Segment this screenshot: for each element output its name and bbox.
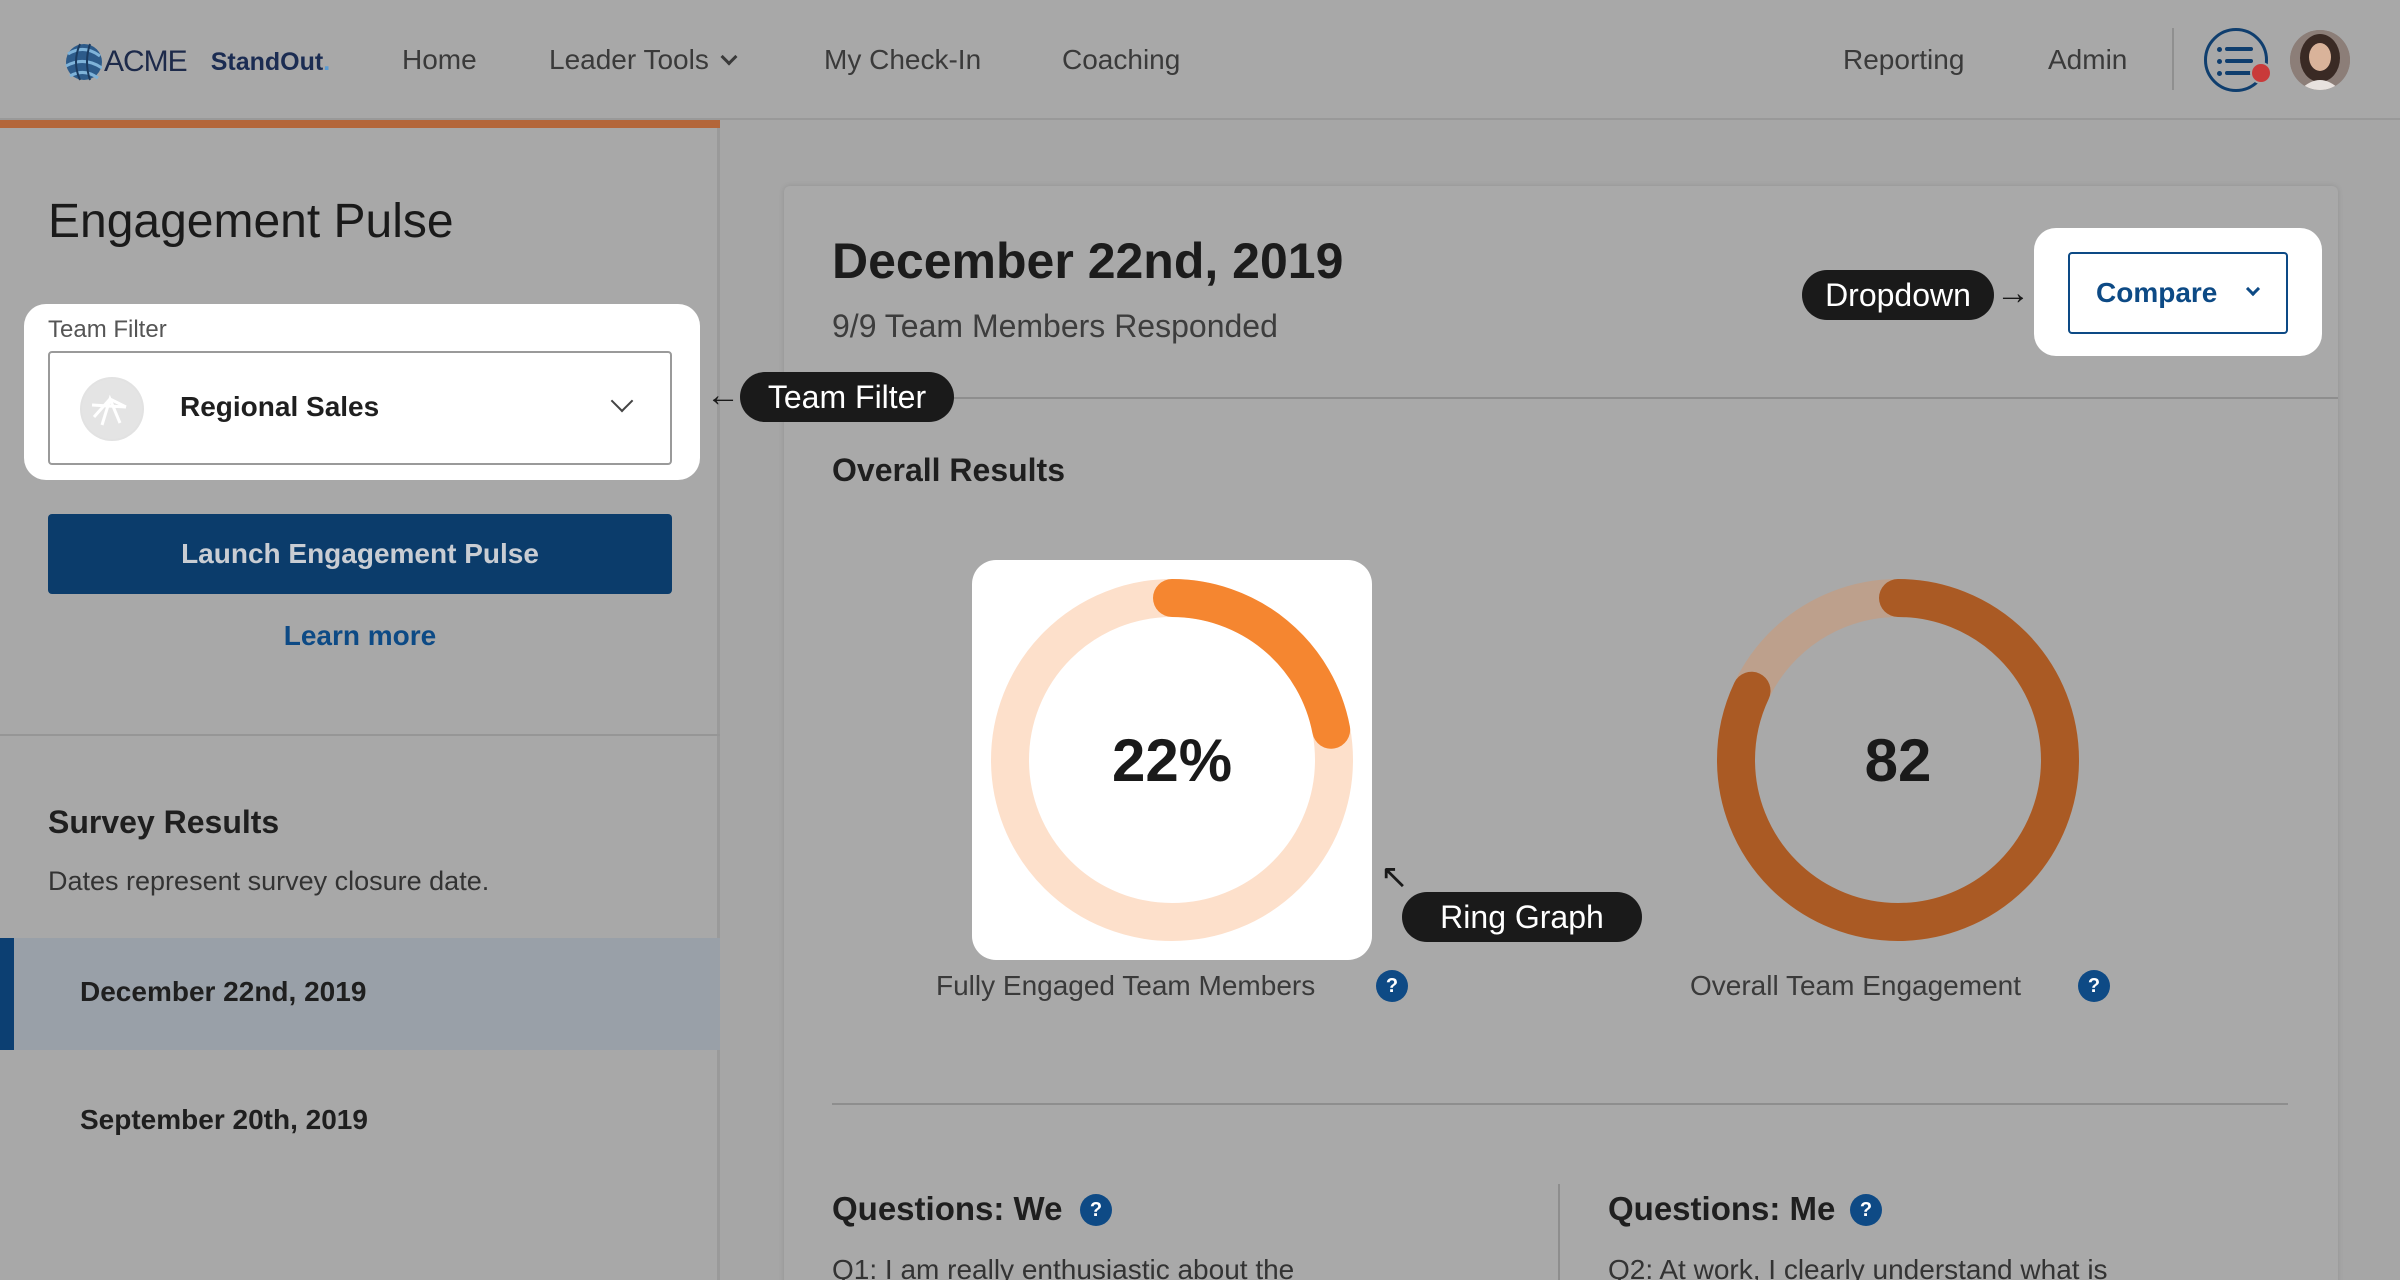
nav-leader-tools[interactable]: Leader Tools	[549, 40, 738, 80]
survey-result-item-sep-20[interactable]: September 20th, 2019	[0, 1066, 720, 1178]
question-text: Q2: At work, I clearly understand what i…	[1608, 1254, 2108, 1280]
list-line	[2225, 59, 2253, 63]
top-nav: ACME StandOut. Home Leader Tools My Chec…	[0, 0, 2400, 120]
arrow-right-icon: →	[1996, 274, 2030, 312]
ring-fill	[1717, 579, 2079, 941]
callout-ring-graph: Ring Graph	[1402, 892, 1642, 942]
ring-graph-highlight	[972, 560, 1372, 960]
compare-dropdown[interactable]: Compare	[2068, 252, 2288, 334]
team-filter-select[interactable]: Regional Sales	[48, 351, 672, 465]
launch-engagement-pulse-button[interactable]: Launch Engagement Pulse	[48, 514, 672, 594]
ring-value: 82	[1864, 727, 1932, 794]
questions-divider	[1558, 1184, 1560, 1280]
avatar[interactable]	[2290, 30, 2350, 90]
nav-leader-tools-label: Leader Tools	[549, 44, 709, 75]
survey-result-item-dec-22[interactable]: December 22nd, 2019	[0, 938, 720, 1050]
team-filter-label: Team Filter	[48, 316, 167, 343]
nav-divider	[2172, 28, 2174, 90]
nav-home[interactable]: Home	[402, 44, 477, 75]
list-line	[2225, 47, 2253, 51]
chevron-down-icon	[2245, 281, 2261, 297]
team-icon	[80, 377, 144, 441]
sidebar-divider	[0, 734, 720, 736]
ring-label: Fully Engaged Team Members	[936, 970, 1316, 1001]
logo-standout-dot: .	[323, 47, 331, 76]
survey-results-subtitle: Dates represent survey closure date.	[48, 866, 490, 896]
nav-my-check-in[interactable]: My Check-In	[824, 44, 982, 75]
ring-value: 22%	[1111, 727, 1233, 794]
globe-logo-icon	[62, 40, 103, 84]
callout-dropdown: Dropdown	[1802, 270, 1994, 320]
help-icon[interactable]: ?	[2078, 970, 2110, 1002]
nav-admin[interactable]: Admin	[2048, 44, 2128, 75]
list-bullet	[2217, 59, 2222, 64]
responded-count: 9/9 Team Members Responded	[832, 308, 1278, 344]
chevron-down-icon	[610, 389, 634, 413]
survey-date-title: December 22nd, 2019	[832, 233, 1344, 289]
ring-fill	[991, 579, 1353, 941]
ring-graph-overall-engagement	[1717, 579, 2079, 941]
help-icon[interactable]: ?	[1376, 970, 1408, 1002]
arrow-left-icon: ←	[706, 376, 740, 414]
chevron-down-icon	[720, 48, 738, 66]
compare-label: Compare	[2096, 277, 2218, 308]
nav-coaching[interactable]: Coaching	[1062, 44, 1181, 75]
nav-reporting[interactable]: Reporting	[1843, 44, 1965, 75]
help-icon[interactable]: ?	[1850, 1194, 1882, 1226]
question-text: Q1: I am really enthusiastic about the	[832, 1254, 1295, 1280]
overall-results-title: Overall Results	[832, 452, 1065, 488]
logo-standout-word: StandOut	[210, 47, 324, 76]
survey-results-title: Survey Results	[48, 804, 280, 840]
help-icon[interactable]: ?	[1080, 1194, 1112, 1226]
list-bullet	[2217, 71, 2222, 76]
arrow-up-left-icon: ↖	[1380, 858, 1409, 896]
learn-more-link[interactable]: Learn more	[283, 620, 437, 651]
list-line	[2225, 71, 2253, 75]
survey-result-date: December 22nd, 2019	[80, 976, 367, 1007]
card-divider	[832, 1103, 2288, 1105]
questions-me-title: Questions: Me	[1608, 1190, 1836, 1227]
notification-badge	[2250, 62, 2272, 84]
page-title: Engagement Pulse	[48, 195, 454, 248]
logo-acme-text: ACME	[104, 45, 188, 78]
questions-we-title: Questions: We	[832, 1190, 1063, 1227]
sidebar-accent-bar	[0, 120, 720, 128]
team-filter-value: Regional Sales	[180, 391, 380, 422]
callout-team-filter: Team Filter	[740, 372, 954, 422]
ring-label: Overall Team Engagement	[1690, 970, 2021, 1001]
survey-result-date: September 20th, 2019	[80, 1104, 368, 1135]
logo-standout-text: StandOut.	[211, 48, 330, 77]
ring-graph-fully-engaged	[991, 579, 1353, 941]
list-bullet	[2217, 47, 2222, 52]
acme-standout-logo[interactable]: ACME StandOut.	[62, 38, 330, 86]
card-divider	[784, 397, 2338, 399]
